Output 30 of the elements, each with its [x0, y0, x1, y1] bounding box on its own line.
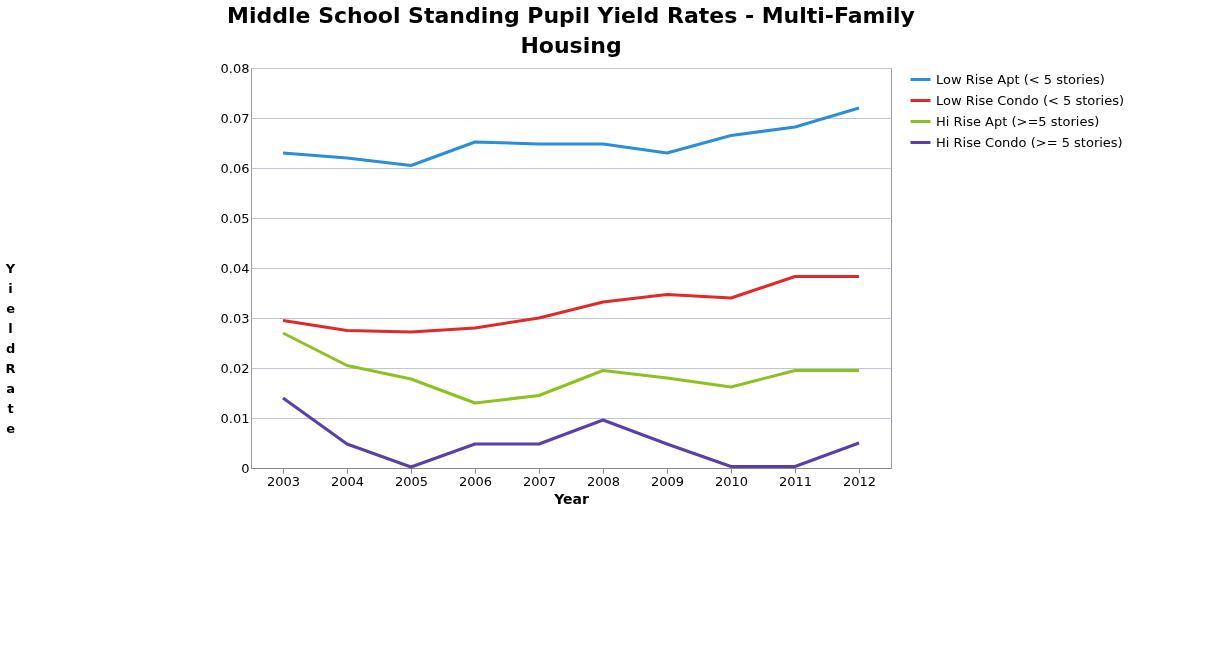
- y-tick-label: 0.07: [220, 110, 250, 126]
- text: Yield Rate: [5, 260, 16, 436]
- y-tick-label: 0: [241, 460, 250, 476]
- x-tick-label: 2009: [650, 473, 685, 489]
- x-tick-label: 2007: [522, 473, 557, 489]
- y-tick-label: 0.01: [220, 410, 250, 426]
- y-tick-label: 0.06: [220, 160, 250, 176]
- legend-label: Low Rise Apt (< 5 stories): [936, 71, 1105, 87]
- legend-label: Hi Rise Condo (>= 5 stories): [936, 134, 1123, 150]
- x-tick-label: 2006: [458, 473, 493, 489]
- x-tick-label: 2005: [394, 473, 429, 489]
- line-series: [281, 106, 861, 167]
- line-series: [281, 331, 861, 405]
- x-tick-label: 2011: [778, 473, 813, 489]
- line-series: [281, 275, 861, 334]
- chart-title: Middle School Standing Pupil Yield Rates - Multi-Family Housing: [227, 3, 915, 58]
- x-tick-label: 2004: [330, 473, 365, 489]
- line-series: [281, 396, 861, 469]
- x-axis-title: Year: [553, 490, 589, 507]
- x-tick-label: 2008: [586, 473, 621, 489]
- y-tick-label: 0.08: [220, 60, 250, 76]
- y-tick-label: 0.05: [220, 210, 250, 226]
- y-tick-label: 0.02: [220, 360, 250, 376]
- x-tick-label: 2003: [266, 473, 301, 489]
- x-tick-label: 2010: [714, 473, 749, 489]
- y-tick-label: 0.04: [220, 260, 250, 276]
- legend-label: Low Rise Condo (< 5 stories): [936, 92, 1125, 108]
- x-tick-label: 2012: [842, 473, 877, 489]
- y-tick-label: 0.03: [220, 310, 250, 326]
- legend-label: Hi Rise Apt (>=5 stories): [936, 113, 1100, 129]
